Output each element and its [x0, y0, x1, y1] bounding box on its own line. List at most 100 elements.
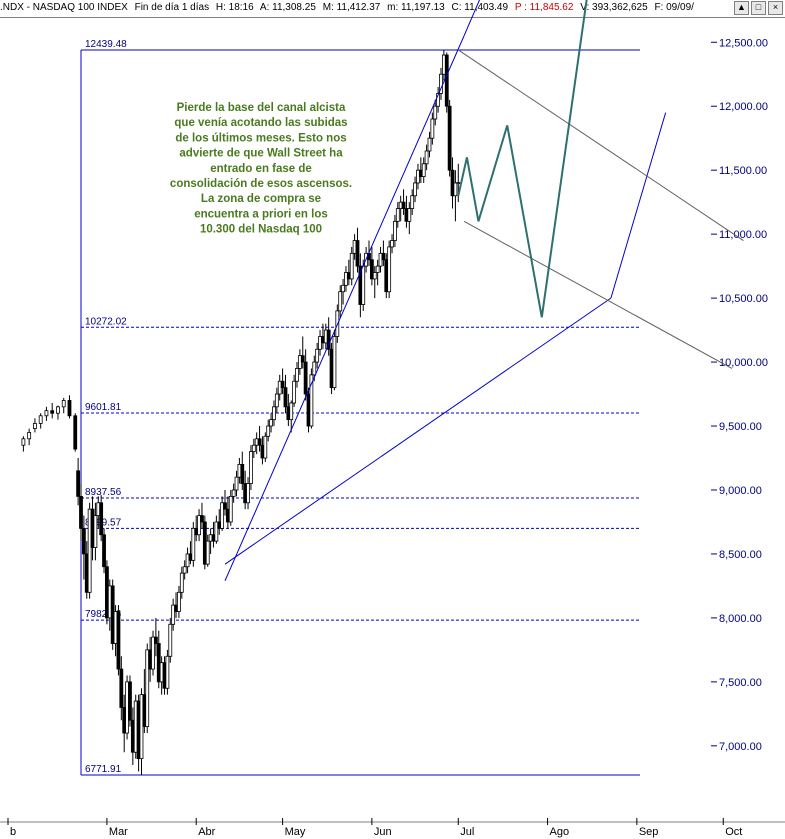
candle-body [257, 438, 262, 446]
annotation-line: encuentra a priori en los [194, 208, 328, 220]
x-tick-label: Jun [374, 826, 392, 838]
candle-body [81, 527, 86, 555]
candle-body [355, 240, 360, 267]
window-buttons: ▲ □ × [734, 1, 783, 15]
x-tick-label: Oct [725, 826, 742, 838]
high-time-label: H: 18:16 [215, 2, 254, 13]
candle-body [295, 368, 299, 382]
candle-body [249, 451, 253, 484]
candle-body [430, 118, 435, 139]
candle-body [197, 515, 201, 536]
candle-body [444, 54, 449, 107]
candle-body [315, 348, 320, 363]
candle-body [381, 252, 386, 261]
candle-body [372, 272, 377, 280]
down-channel-line [458, 49, 744, 241]
candle-body [76, 470, 81, 497]
candle-body [387, 246, 392, 293]
candle-body [128, 681, 132, 721]
candle-body [410, 195, 415, 209]
x-tick-label: Abr [198, 826, 215, 838]
candle-body [246, 483, 250, 504]
candle-body [214, 521, 219, 542]
y-tick-label: 8,500.00 [719, 549, 762, 561]
candle-body [447, 105, 452, 171]
y-tick-label: 11,500.00 [719, 165, 767, 177]
x-tick-label: Mar [109, 826, 128, 838]
y-tick-label: 12,500.00 [719, 37, 768, 49]
fib-level-label: 9601.81 [85, 402, 122, 413]
annotation-line: entrado en fase de [210, 163, 312, 175]
annotation-line: que venía acotando las subidas [174, 117, 347, 129]
candle-body [280, 380, 285, 389]
candle-body [251, 444, 256, 453]
x-tick-label: Ago [550, 826, 570, 838]
candle-body [153, 636, 158, 644]
projection-path [457, 0, 588, 318]
candle-body [456, 182, 461, 184]
y-tick-label: 10,000.00 [719, 357, 768, 369]
y-tick-label: 10,500.00 [719, 293, 768, 305]
y-tick-label: 11,000.00 [719, 229, 767, 241]
volume-label: V: 393,362,625 [580, 2, 648, 13]
candle-body [375, 265, 380, 273]
candle-body [93, 515, 98, 548]
candle-body [182, 566, 187, 574]
candle-body [453, 182, 458, 197]
candle-body [102, 534, 106, 568]
down-channel-line [463, 220, 733, 369]
close-label: C: 11,403.49 [451, 2, 509, 13]
candle-body [272, 406, 276, 421]
candle-body [338, 291, 343, 312]
fib-level-label: 8699.57 [85, 517, 122, 528]
candle-body [223, 502, 227, 510]
scroll-up-button[interactable]: ▲ [734, 1, 749, 15]
channel-line-lower [224, 297, 612, 565]
candle-body [27, 432, 32, 440]
open-label: A: 11,308.25 [259, 2, 316, 13]
candle-body [231, 489, 236, 497]
mid-label: M: 11,412.37 [322, 2, 381, 13]
y-tick-label: 9,500.00 [719, 421, 762, 433]
candle-body [427, 137, 432, 152]
annotation-line: Pierde la base del canal alcista [177, 102, 346, 114]
candle-body [220, 502, 225, 529]
candle-body [436, 93, 441, 107]
candle-body [116, 611, 121, 670]
candle-body [177, 591, 181, 612]
candle-body [168, 623, 173, 657]
y-tick-label: 8,000.00 [719, 613, 762, 625]
candle-body [145, 649, 150, 728]
candle-body [289, 402, 294, 421]
candle-body [44, 410, 49, 417]
close-button[interactable]: × [768, 1, 783, 15]
channel-extension-upper [463, 0, 481, 37]
date-label: F: 09/09/ [654, 2, 694, 13]
candle-body [205, 540, 210, 565]
candle-body [292, 380, 297, 404]
candle-body [191, 527, 196, 561]
x-tick-label: May [285, 826, 306, 838]
candle-body [326, 329, 331, 350]
fib-level-label: 6771.91 [85, 764, 122, 775]
candle-body [266, 425, 271, 437]
candle-body [407, 208, 412, 222]
annotation-line: La zona de compra se [201, 193, 321, 205]
fib-level-label: 10272.02 [85, 316, 127, 327]
candle-body [61, 400, 66, 408]
candle-body [283, 387, 288, 408]
candle-body [99, 502, 104, 536]
candle-body [349, 252, 354, 280]
x-tick-label: Jul [460, 826, 474, 838]
candle-body [433, 105, 438, 120]
candle-body [21, 438, 26, 446]
candle-body [179, 572, 184, 593]
annotation-line: 10.300 del Nasdaq 100 [200, 224, 322, 236]
annotation-line: consolidación de esos ascensos. [170, 178, 352, 190]
period-label: Fin de día 1 días [134, 2, 210, 13]
candle-body [309, 374, 314, 427]
fib-level-label: 7982.46 [85, 609, 122, 620]
maximize-button[interactable]: □ [751, 1, 766, 15]
candle-body [341, 284, 345, 293]
